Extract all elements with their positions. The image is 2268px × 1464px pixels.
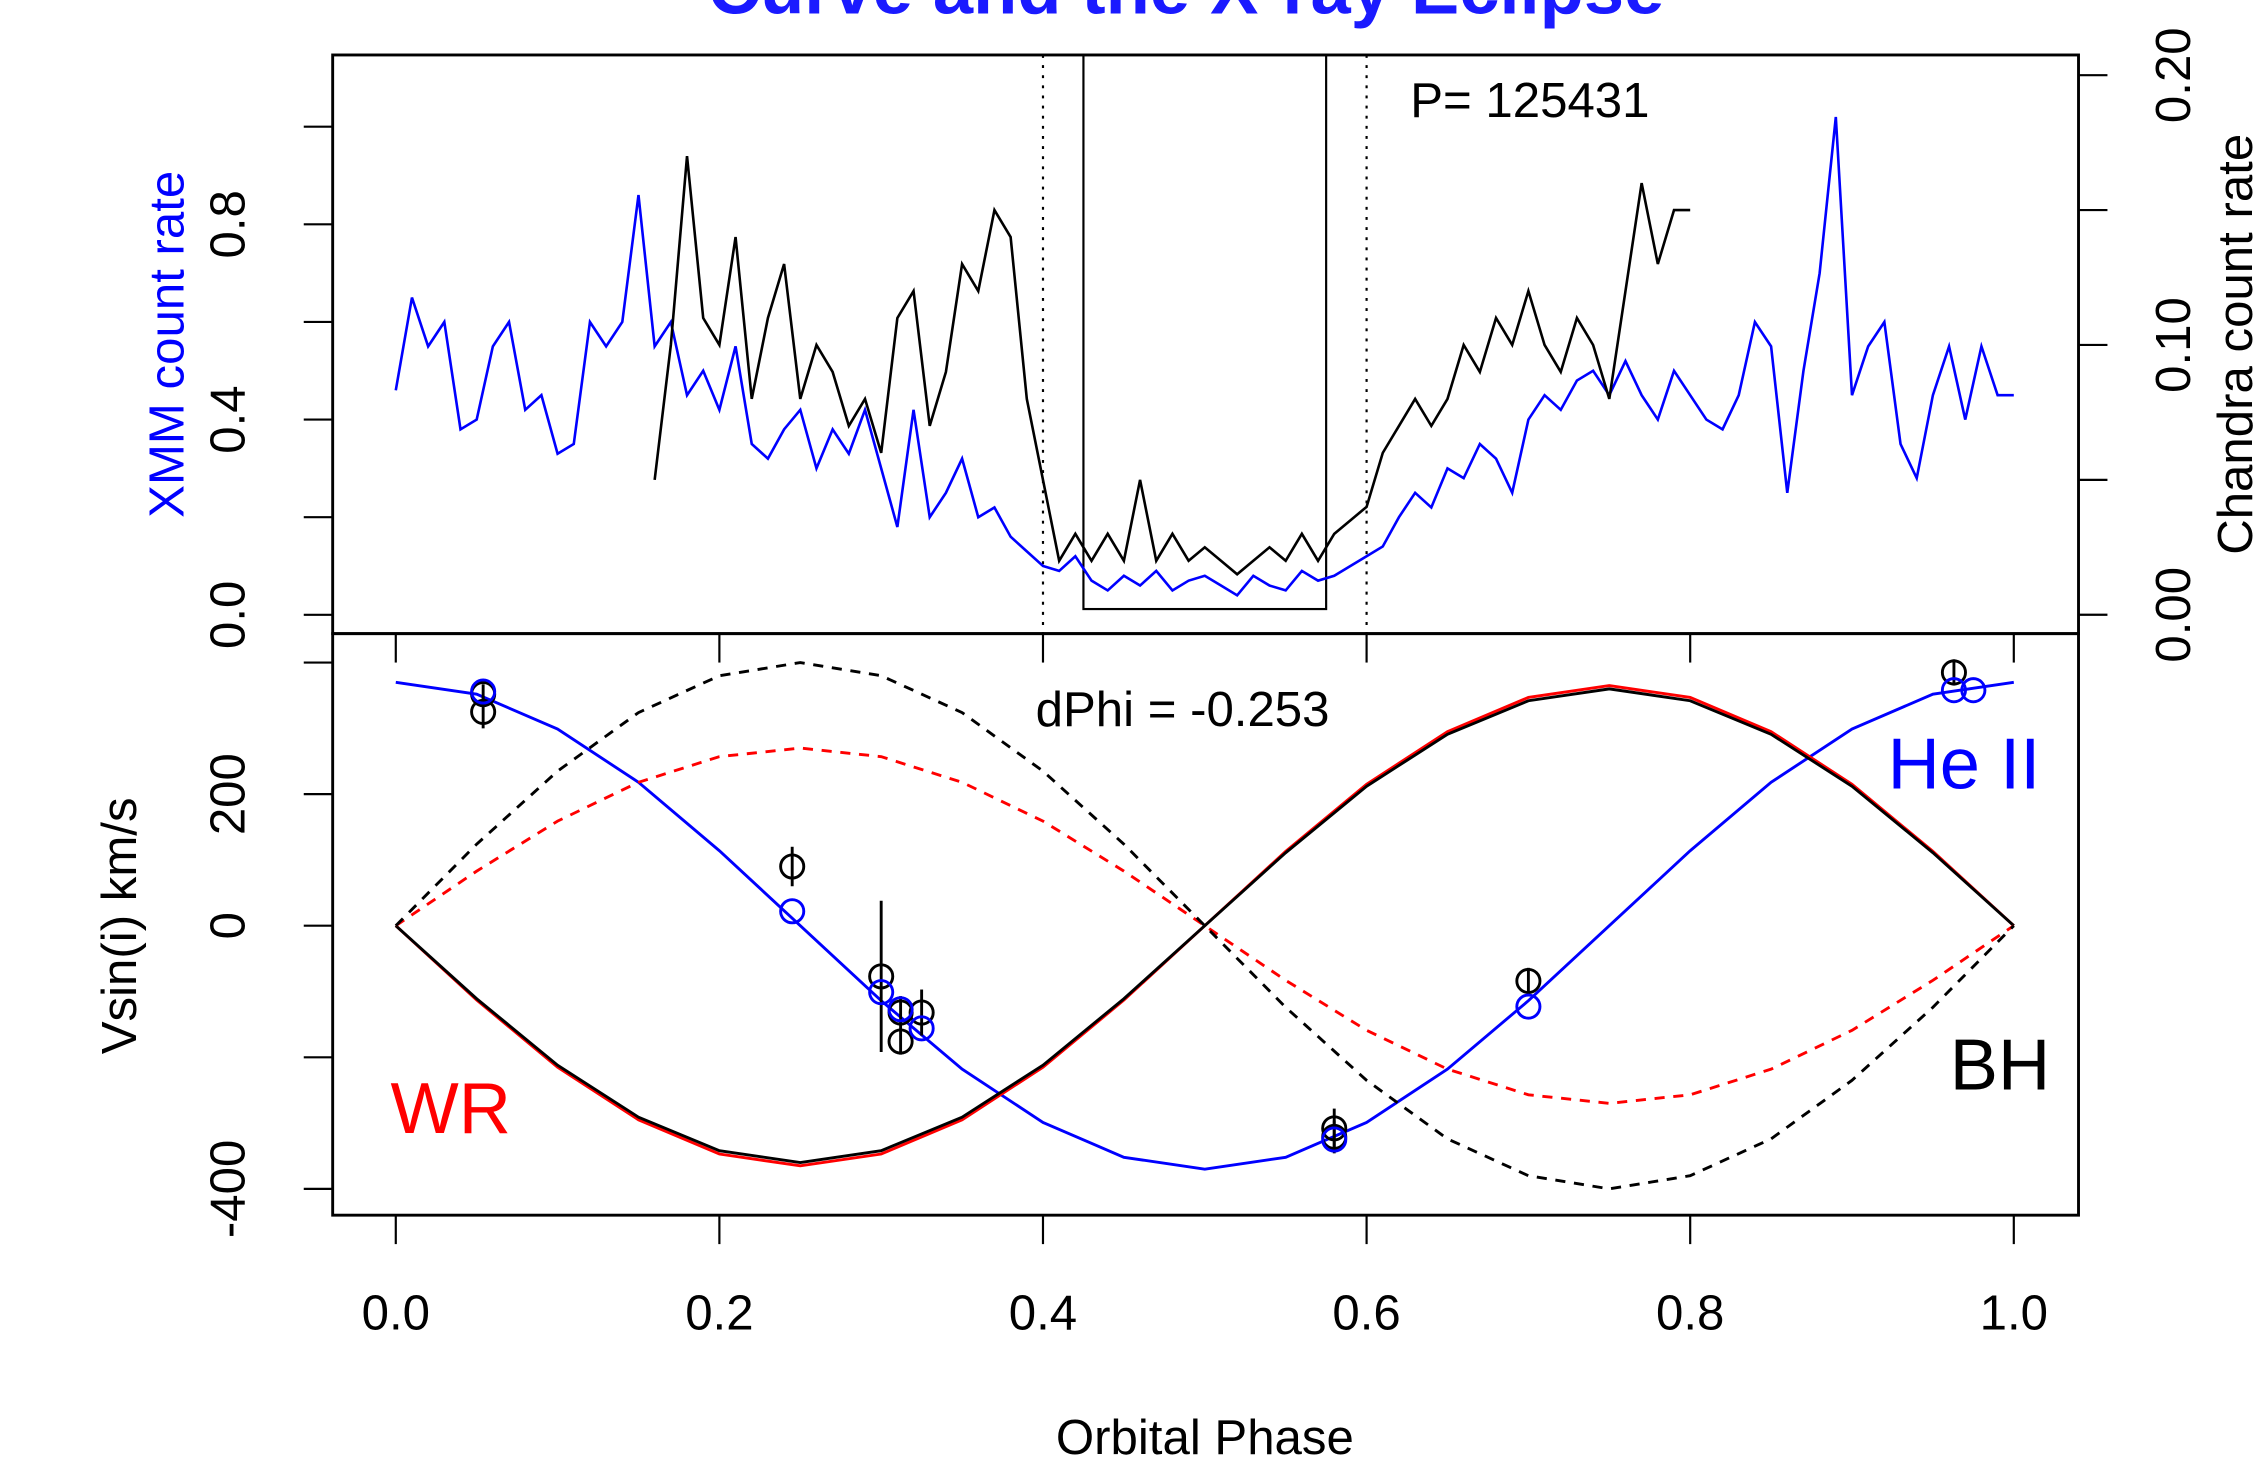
y2-axis-label: Chandra count rate [2208, 134, 2263, 555]
x-tick-label: 0.0 [362, 1285, 430, 1340]
data-point [1940, 677, 1967, 704]
eclipse-box [1082, 53, 1328, 611]
x-axis-label: Orbital Phase [1056, 1410, 1354, 1464]
y-tick-label: 0.00 [2146, 567, 2201, 663]
data-point [908, 1015, 935, 1042]
data-point [868, 963, 895, 990]
y-tick-label: 0.4 [200, 385, 255, 453]
data-point [779, 898, 806, 925]
data-point [887, 1028, 914, 1055]
data-point [1940, 659, 1967, 686]
y-axis-label: Vsin(i) km/s [92, 797, 147, 1054]
y-tick-label: 0.10 [2146, 297, 2201, 393]
chart-title: Curve and the X-ray Eclipse [708, 0, 1664, 29]
x-tick-label: 1.0 [1980, 1285, 2048, 1340]
y-tick-label: 0.20 [2146, 27, 2201, 123]
velocity-curve [394, 746, 2015, 1105]
annotation: dPhi = -0.253 [1036, 682, 1330, 737]
x-tick-label: 0.2 [685, 1285, 753, 1340]
data-point [1321, 1126, 1348, 1153]
series-label: He II [1888, 725, 2041, 805]
data-point [1515, 967, 1542, 994]
series-label: WR [391, 1069, 511, 1149]
x-tick-label: 0.4 [1009, 1285, 1077, 1340]
y-tick-label: 0 [200, 912, 255, 939]
data-point [470, 678, 497, 705]
y-tick-label: 200 [200, 753, 255, 835]
series-label: BH [1950, 1026, 2050, 1106]
data-point [887, 996, 914, 1023]
velocity-curve [395, 680, 2015, 1171]
annotation: P= 125431 [1410, 73, 1649, 128]
y-tick-label: 0.8 [200, 190, 255, 258]
data-point [470, 698, 497, 725]
y-axis-label: XMM count rate [140, 171, 195, 518]
x-tick-label: 0.6 [1332, 1285, 1400, 1340]
x-tick-label: 0.8 [1656, 1285, 1724, 1340]
velocity-curve [394, 661, 2015, 1191]
velocity-curve [394, 687, 2015, 1165]
data-point [1515, 993, 1542, 1020]
y-tick-label: 0.0 [200, 581, 255, 649]
y-tick-label: -400 [200, 1140, 255, 1238]
light-curve [653, 156, 1691, 576]
plot-frame [331, 632, 2080, 1217]
data-point [1960, 677, 1987, 704]
data-point [868, 979, 895, 1006]
light-curve [394, 116, 2014, 598]
data-point [779, 853, 806, 880]
data-point [908, 999, 935, 1026]
